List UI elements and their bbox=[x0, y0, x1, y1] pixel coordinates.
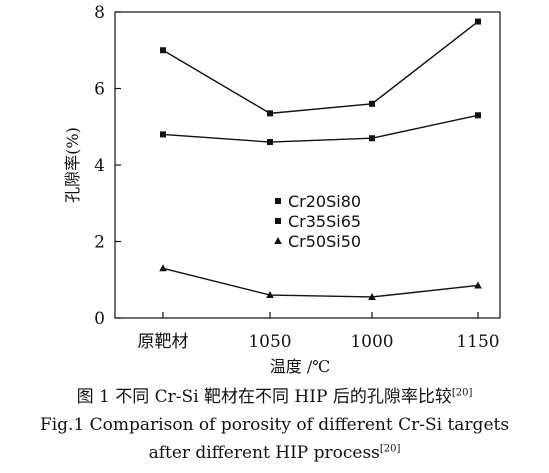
x-tick-label-1: 1050 bbox=[248, 332, 291, 352]
chart-series bbox=[159, 18, 482, 300]
y-axis-label: 孔隙率(%) bbox=[63, 127, 82, 203]
chart-ticks: 0 2 4 6 8 原靶材 1050 1000 1150 bbox=[94, 3, 499, 352]
caption-en-line1-text: Fig.1 Comparison of porosity of differen… bbox=[39, 415, 510, 435]
series-Cr35Si65 bbox=[160, 112, 481, 146]
legend-marker-Cr20Si80 bbox=[275, 198, 281, 204]
legend-marker-Cr35Si65 bbox=[275, 218, 281, 224]
y-tick-label-1: 2 bbox=[94, 233, 105, 253]
x-tick-label-3: 1150 bbox=[456, 332, 499, 352]
series-line-Cr35Si65 bbox=[162, 114, 479, 143]
legend-label-Cr35Si65: Cr35Si65 bbox=[288, 212, 361, 231]
series-Cr20Si80 bbox=[160, 18, 481, 117]
chart-axes bbox=[114, 11, 501, 319]
legend-label-Cr20Si80: Cr20Si80 bbox=[288, 192, 361, 211]
legend-label-Cr50Si50: Cr50Si50 bbox=[288, 232, 361, 251]
y-tick-label-3: 6 bbox=[94, 80, 105, 100]
series-line-Cr50Si50 bbox=[162, 267, 479, 298]
plot-frame bbox=[114, 11, 501, 319]
data-point-Cr20Si80-3 bbox=[475, 18, 481, 25]
data-point-Cr20Si80-0 bbox=[160, 47, 166, 54]
caption-zh-text: 图 1 不同 Cr-Si 靶材在不同 HIP 后的孔隙率比较 bbox=[76, 387, 452, 407]
data-point-Cr50Si50-2 bbox=[368, 292, 376, 300]
series-line-Cr20Si80 bbox=[162, 21, 479, 115]
data-point-Cr50Si50-3 bbox=[474, 281, 482, 289]
figure-caption-chinese: 图 1 不同 Cr-Si 靶材在不同 HIP 后的孔隙率比较[20] bbox=[0, 382, 549, 407]
data-point-Cr50Si50-1 bbox=[266, 291, 274, 299]
data-point-Cr20Si80-2 bbox=[369, 100, 375, 107]
caption-zh-ref: [20] bbox=[451, 387, 473, 399]
figure-caption-english-line2: after different HIP process[20] bbox=[0, 443, 549, 463]
x-tick-label-0: 原靶材 bbox=[138, 332, 189, 352]
caption-en-line2-text: after different HIP process bbox=[148, 443, 380, 463]
data-point-Cr35Si65-0 bbox=[160, 131, 166, 138]
y-tick-label-4: 8 bbox=[94, 3, 105, 23]
data-point-Cr35Si65-2 bbox=[369, 135, 375, 142]
data-point-Cr50Si50-0 bbox=[159, 264, 167, 272]
porosity-line-chart: 0 2 4 6 8 原靶材 1050 1000 1150 Cr20Si80Cr35Si65Cr5… bbox=[63, 3, 501, 376]
data-point-Cr35Si65-3 bbox=[475, 112, 481, 119]
legend-marker-Cr50Si50 bbox=[274, 237, 282, 244]
figure-caption-english-line1: Fig.1 Comparison of porosity of differen… bbox=[0, 415, 549, 435]
x-tick-label-2: 1000 bbox=[350, 332, 393, 352]
caption-en-ref: [20] bbox=[379, 443, 401, 455]
data-point-Cr20Si80-1 bbox=[267, 110, 273, 117]
series-Cr50Si50 bbox=[159, 264, 482, 300]
y-tick-label-2: 4 bbox=[94, 156, 105, 176]
x-axis-label: 温度 /℃ bbox=[270, 357, 330, 376]
y-tick-label-0: 0 bbox=[94, 309, 105, 329]
data-point-Cr35Si65-1 bbox=[267, 139, 273, 146]
